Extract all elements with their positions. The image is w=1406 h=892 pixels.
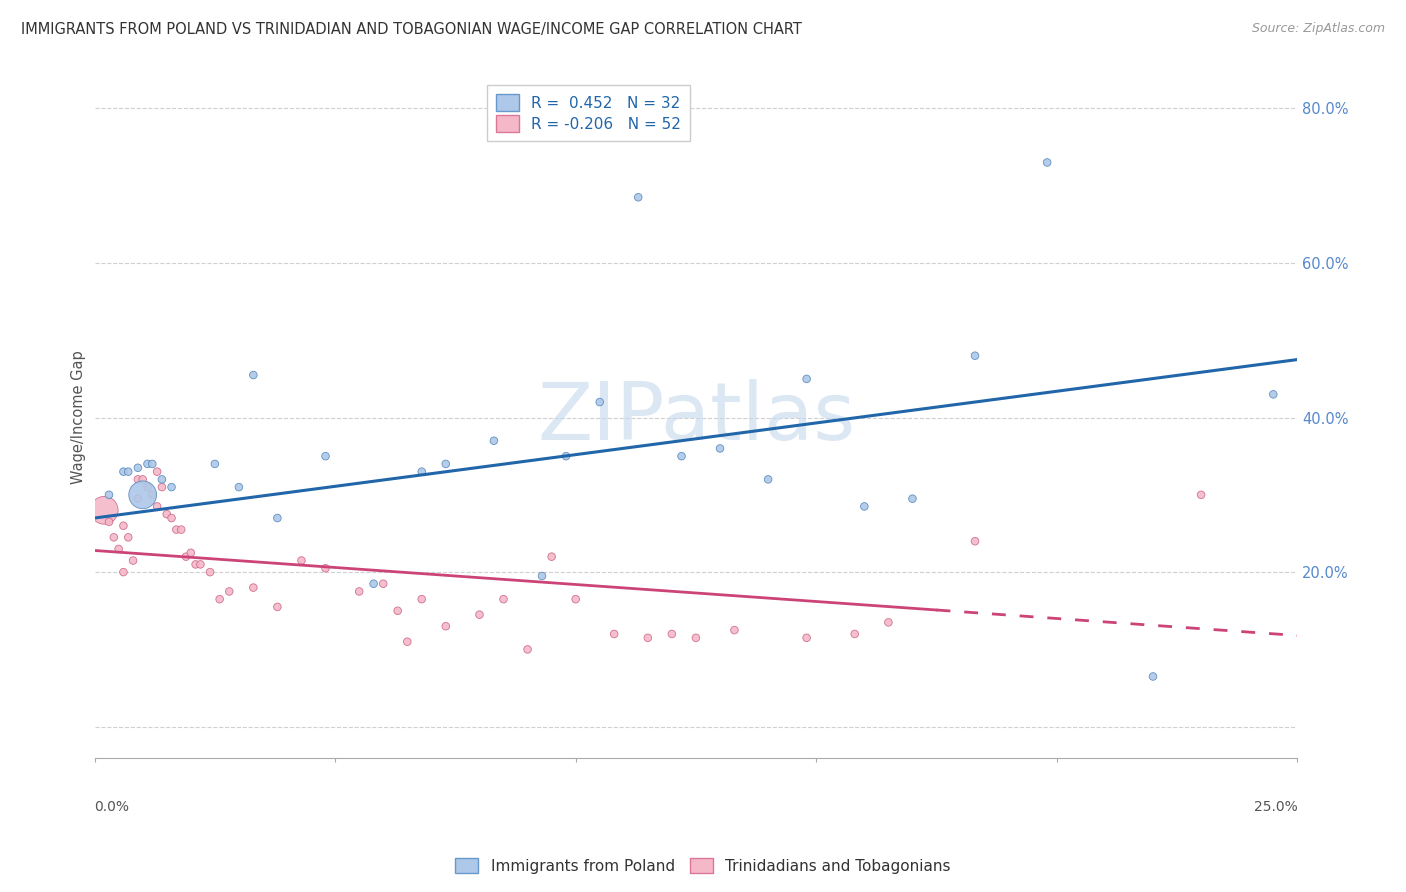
Point [373,576,395,591]
Point [661,627,683,641]
Y-axis label: Wage/Income Gap: Wage/Income Gap [72,351,86,484]
Point [555,449,578,463]
Point [266,511,288,525]
Point [112,465,135,479]
Point [396,634,419,648]
Point [1142,669,1164,683]
Point [363,576,385,591]
Point [530,569,553,583]
Point [1189,488,1212,502]
Point [165,523,187,537]
Point [482,434,505,448]
Legend: Immigrants from Poland, Trinidadians and Tobagonians: Immigrants from Poland, Trinidadians and… [450,852,956,880]
Point [112,518,135,533]
Point [156,507,179,521]
Point [122,553,145,567]
Point [540,549,562,564]
Point [136,457,159,471]
Point [709,442,731,456]
Point [853,500,876,514]
Point [1036,155,1059,169]
Point [150,472,173,486]
Point [685,631,707,645]
Point [127,491,149,506]
Point [671,449,693,463]
Point [963,349,986,363]
Point [218,584,240,599]
Point [117,530,139,544]
Point [150,480,173,494]
Point [315,561,337,575]
Point [170,523,193,537]
Point [146,500,169,514]
Point [796,372,818,386]
Text: 0.0%: 0.0% [94,800,129,814]
Text: ZIPatlas: ZIPatlas [537,378,855,457]
Text: IMMIGRANTS FROM POLAND VS TRINIDADIAN AND TOBAGONIAN WAGE/INCOME GAP CORRELATION: IMMIGRANTS FROM POLAND VS TRINIDADIAN AN… [21,22,801,37]
Point [589,395,612,409]
Point [160,511,183,525]
Point [756,472,779,486]
Point [1263,387,1285,401]
Point [637,631,659,645]
Point [141,488,163,502]
Point [103,530,125,544]
Point [796,631,818,645]
Point [266,599,288,614]
Point [127,460,149,475]
Point [434,619,457,633]
Point [131,488,153,502]
Point [290,553,312,567]
Point [160,480,183,494]
Point [136,480,159,494]
Point [627,190,650,204]
Point [963,534,986,549]
Point [492,592,515,607]
Point [877,615,900,630]
Point [174,549,197,564]
Point [901,491,924,506]
Point [315,449,337,463]
Text: Source: ZipAtlas.com: Source: ZipAtlas.com [1251,22,1385,36]
Point [434,457,457,471]
Point [228,480,250,494]
Legend: R =  0.452   N = 32, R = -0.206   N = 52: R = 0.452 N = 32, R = -0.206 N = 52 [486,85,690,141]
Point [141,457,163,471]
Point [98,488,121,502]
Point [180,546,202,560]
Point [242,368,264,382]
Point [98,515,121,529]
Point [411,592,433,607]
Point [107,541,129,556]
Point [112,565,135,579]
Point [844,627,866,641]
Point [387,604,409,618]
Point [146,465,169,479]
Point [411,465,433,479]
Point [208,592,231,607]
Point [198,565,221,579]
Point [603,627,626,641]
Point [347,584,370,599]
Point [564,592,586,607]
Point [204,457,226,471]
Point [723,623,745,637]
Point [127,472,149,486]
Point [516,642,538,657]
Point [468,607,491,622]
Text: 25.0%: 25.0% [1254,800,1298,814]
Point [242,581,264,595]
Point [131,472,153,486]
Point [184,558,207,572]
Point [93,503,115,517]
Point [190,558,212,572]
Point [117,465,139,479]
